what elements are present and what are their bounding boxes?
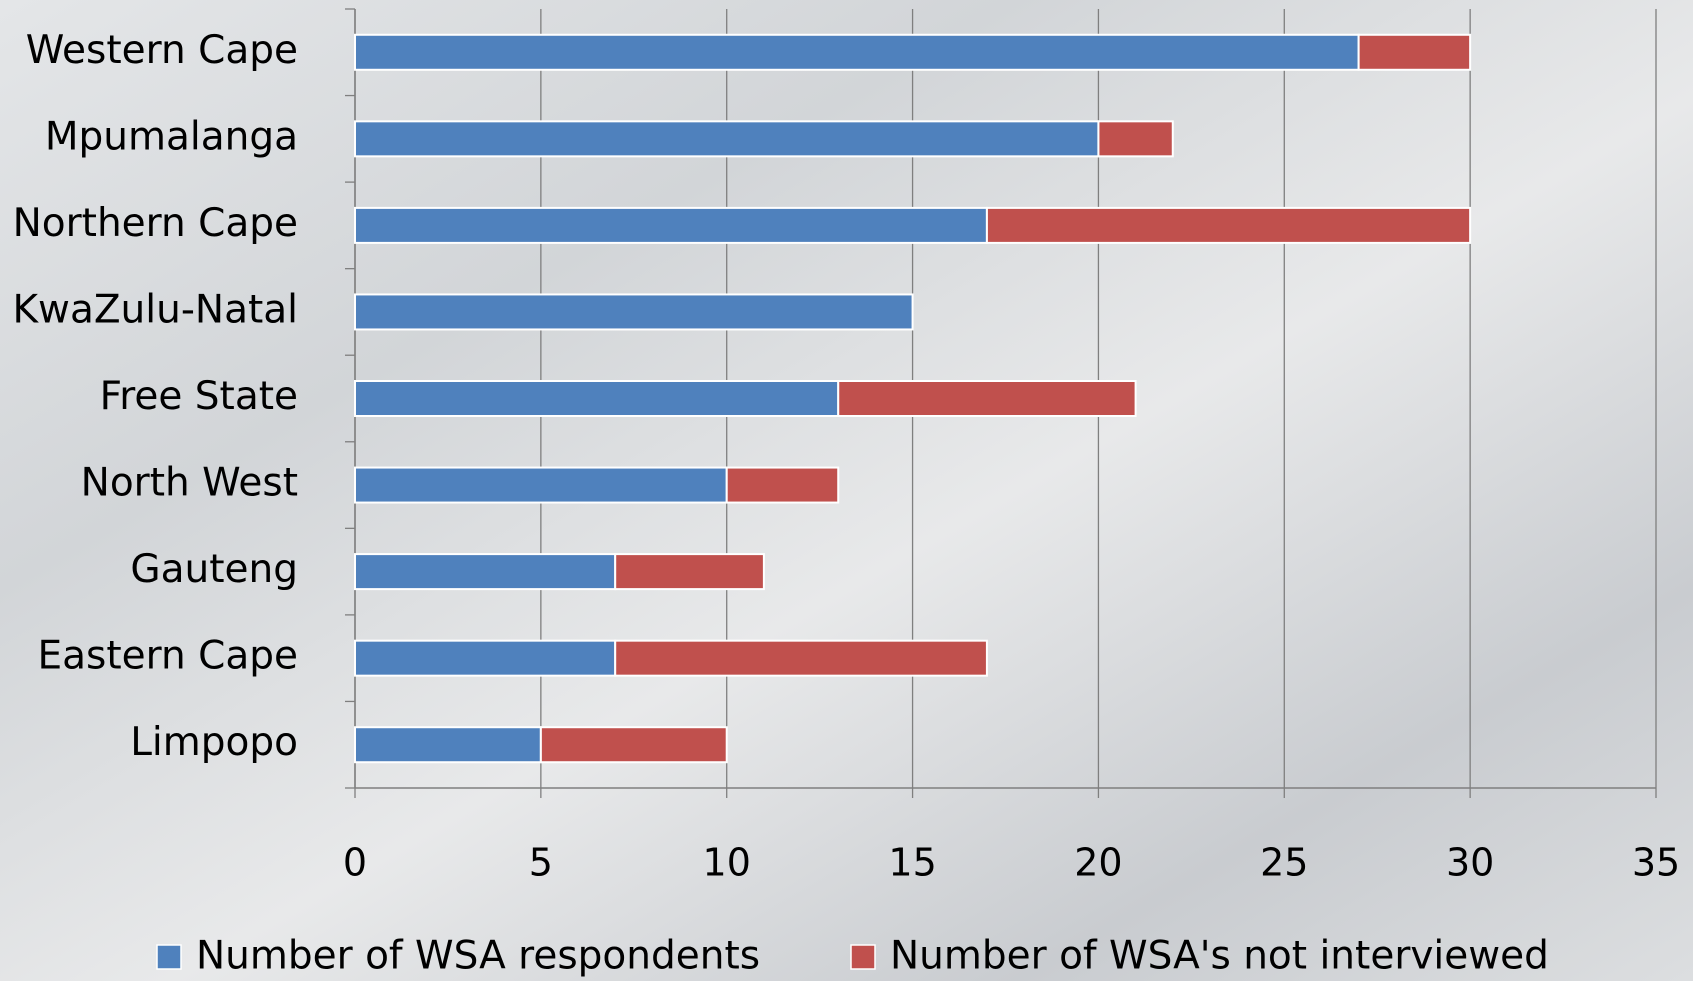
x-tick-label: 10 (703, 841, 751, 885)
bar-segment (355, 294, 913, 329)
bar-segment (355, 554, 615, 589)
y-tick-label: Eastern Cape (38, 634, 299, 679)
legend-label: Number of WSA's not interviewed (890, 934, 1549, 979)
x-tick-label: 25 (1260, 841, 1308, 885)
legend-label: Number of WSA respondents (196, 934, 760, 979)
bar-segment (541, 727, 727, 762)
y-tick-label: Northern Cape (13, 201, 298, 246)
chart: 0 5 10 15 20 25 30 35 Western Cape Mpumalanga Nort… (0, 0, 1693, 981)
x-tick-label: 0 (343, 841, 367, 885)
bar-segment (355, 468, 727, 503)
x-tick-label: 35 (1632, 841, 1680, 885)
bar-segment (615, 641, 987, 676)
bar-segment (355, 381, 838, 416)
y-tick-label: Mpumalanga (45, 114, 298, 159)
bar-segment (1098, 121, 1172, 156)
x-tick-label: 30 (1446, 841, 1494, 885)
bar-segment (355, 121, 1098, 156)
bar-segment (355, 641, 615, 676)
bar-segment (355, 35, 1359, 70)
x-tick-label: 20 (1074, 841, 1122, 885)
legend-swatch (157, 945, 181, 969)
y-tick-label: Gauteng (130, 547, 298, 592)
bar-segment (355, 208, 987, 243)
y-tick-label: Western Cape (26, 28, 298, 73)
bar-segment (355, 727, 541, 762)
y-tick-label: Free State (100, 374, 298, 419)
x-tick-label: 15 (888, 841, 936, 885)
legend-swatch (851, 945, 875, 969)
y-tick-label: Limpopo (130, 720, 298, 765)
bar-segment (1359, 35, 1471, 70)
x-tick-label: 5 (529, 841, 553, 885)
bar-segment (838, 381, 1135, 416)
bar-segment (727, 468, 839, 503)
y-tick-label: North West (81, 461, 298, 506)
bar-segment (615, 554, 764, 589)
bar-segment (987, 208, 1470, 243)
y-tick-label: KwaZulu-Natal (12, 287, 298, 332)
